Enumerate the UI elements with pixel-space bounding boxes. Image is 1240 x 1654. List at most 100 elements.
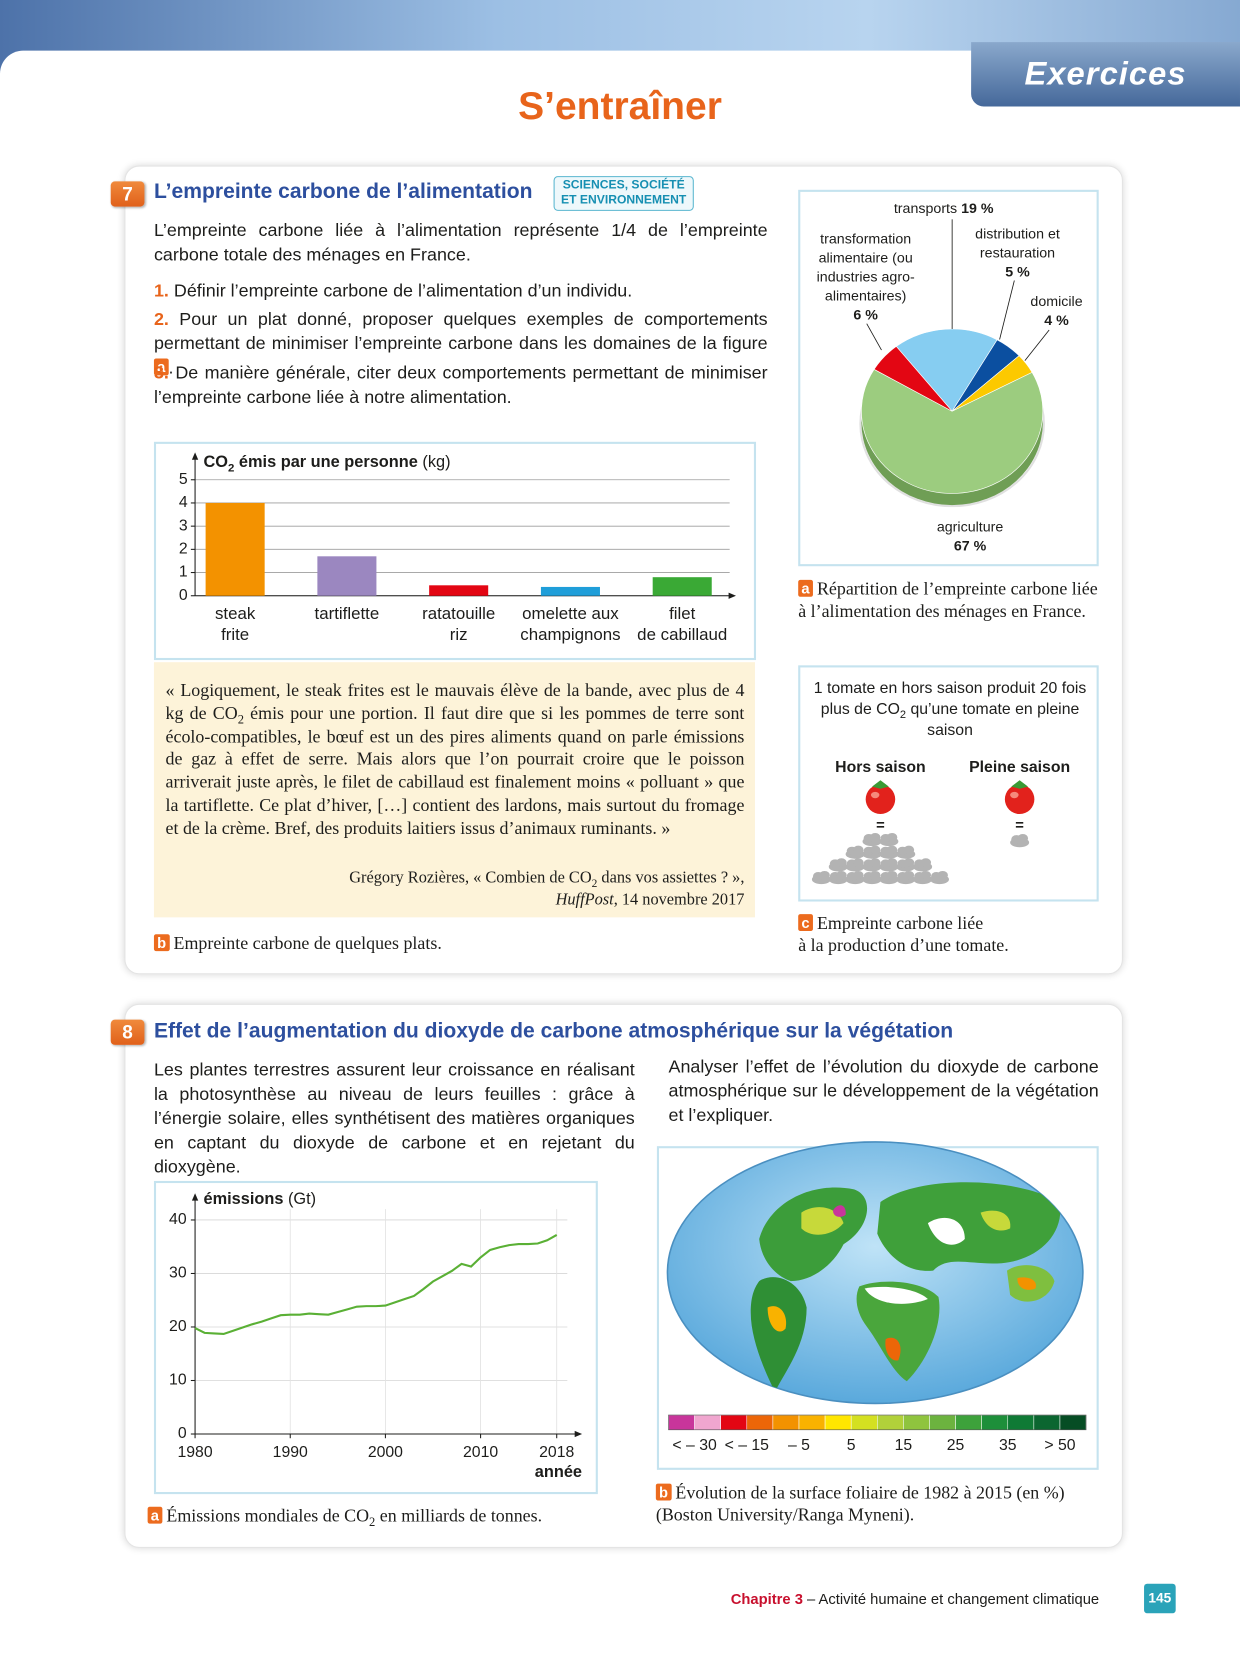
tomato-text-part: 1 tomate en hors saison produit 20 fois …	[813, 679, 1087, 719]
equals-sign: =	[1015, 816, 1024, 833]
pie-label-value: 19 %	[961, 200, 994, 217]
question-text: De manière générale, citer deux comporte…	[153, 362, 768, 408]
y-axis-label-main: CO2 émis par une personne	[203, 453, 418, 474]
pie-label-name: domicile	[1030, 293, 1083, 309]
scale-cell	[929, 1414, 956, 1431]
tomato-label: Hors saison	[835, 758, 926, 777]
co2-cloud	[869, 870, 881, 880]
scale-cell	[1059, 1414, 1087, 1431]
co2-cloud	[903, 858, 915, 867]
tomato	[865, 784, 896, 815]
subscript: 2	[369, 1514, 376, 1530]
pie-label-value: 67 %	[953, 537, 987, 554]
scale-label: 25	[947, 1437, 965, 1454]
caption: a Émissions mondiales de CO2 en milliards…	[147, 1505, 543, 1530]
quote-text: « Logiquement, le steak frites est le ma…	[165, 680, 745, 724]
caption: b Évolution de la surface foliaire de 198…	[655, 1481, 1065, 1525]
equals-sign: =	[876, 816, 885, 833]
tag-line: ET ENVIRONNEMENT	[561, 194, 687, 207]
x-tick-label: ratatouille riz	[422, 605, 496, 645]
pie-label: transports 19 %	[865, 199, 1023, 218]
tomato-label: Pleine saison	[969, 758, 1071, 777]
quote: « Logiquement, le steak frites est le ma…	[166, 679, 745, 840]
bar	[652, 577, 712, 596]
x-tick-label: 2000	[368, 1444, 403, 1461]
scale-label: 15	[895, 1437, 913, 1454]
x-tick-label: omelette aux champignons	[520, 605, 621, 645]
y-axis-label-text: CO	[203, 453, 229, 472]
leader-line	[999, 280, 1015, 340]
caption-letter: b	[655, 1483, 672, 1501]
pie-label-value: 6 %	[853, 306, 878, 323]
page-number: 145	[1144, 1583, 1176, 1614]
scale-cell	[720, 1414, 748, 1431]
quote-text: émis pour une portion. Il faut dire que …	[165, 703, 745, 839]
caption: c Empreinte carbone liée à la production …	[798, 912, 1009, 956]
y-tick-label: 4	[179, 494, 188, 511]
co2-cloud	[886, 870, 898, 880]
co2-cloud	[903, 845, 915, 855]
y-tick-label: 3	[179, 517, 188, 534]
caption-letter: a	[147, 1506, 163, 1524]
co2-cloud	[836, 858, 847, 867]
y-tick-label: 30	[169, 1265, 187, 1282]
tomato-leaf	[872, 780, 889, 789]
bar	[540, 586, 600, 596]
scale-cell	[772, 1414, 800, 1431]
question: 3. De manière générale, citer deux compo…	[154, 361, 768, 410]
scale-frame	[668, 1414, 1087, 1431]
tomato-text-part: qu’une tomate en pleine saison	[906, 700, 1080, 740]
scale-cell	[903, 1414, 930, 1431]
pie-label: agriculture 67 %	[907, 518, 1034, 556]
pie-slice	[895, 328, 998, 412]
tag-line: SCIENCES, SOCIÉTÉ	[562, 179, 685, 192]
tab-label: Exercices	[1024, 54, 1187, 92]
citation-date: , 14 novembre 2017	[613, 890, 745, 909]
co2-cloud	[937, 870, 948, 880]
data-line	[194, 1234, 558, 1336]
caption-text: Empreinte carbone liée à la production d…	[798, 913, 1009, 956]
tomato-leaf	[1011, 780, 1029, 789]
x-axis-label: année	[534, 1463, 583, 1482]
scale-cell	[877, 1414, 904, 1431]
caption: a Répartition de l’empreinte carbone liée…	[798, 578, 1099, 622]
co2-cloud	[886, 832, 898, 842]
co2-cloud	[869, 858, 881, 867]
tomato-highlight	[870, 791, 880, 799]
caption-text: Évolution de la surface foliaire de 1982…	[655, 1482, 1065, 1525]
subscript: 2	[237, 711, 244, 727]
x-tick-label: 1990	[273, 1444, 308, 1461]
y-tick-label: 1	[179, 564, 188, 581]
subscript: 2	[591, 877, 598, 891]
scale-cell	[798, 1414, 826, 1431]
scale-label: < – 15	[725, 1437, 770, 1454]
citation: Grégory Rozières, « Combien de CO2 dans …	[166, 867, 745, 911]
x-tick-label: 2010	[463, 1444, 498, 1461]
pie-label-name: agriculture	[936, 518, 1004, 535]
figure-ref: a	[153, 358, 169, 376]
pie-label-value: 5 %	[1005, 263, 1030, 280]
y-tick-label: 0	[179, 587, 188, 604]
tomato-text: 1 tomate en hors saison produit 20 fois …	[812, 678, 1088, 741]
co2-cloud	[819, 870, 830, 880]
scale-cell	[824, 1414, 852, 1431]
pie-label-name: transports	[893, 200, 958, 217]
caption: b Empreinte carbone de quelques plats.	[153, 932, 442, 954]
intro: L’empreinte carbone liée à l’alimentatio…	[153, 220, 768, 265]
caption-text: en milliards de tonnes.	[375, 1505, 543, 1526]
leader-line	[866, 323, 882, 351]
question-end: .	[168, 357, 174, 378]
co2-cloud	[920, 870, 932, 880]
co2-cloud	[836, 870, 847, 880]
co2-cloud	[869, 832, 881, 842]
caption-text: Empreinte carbone de quelques plats.	[173, 933, 442, 954]
scale-label: < – 30	[672, 1437, 717, 1454]
pie-label-name: transformation alimentaire (ou industrie…	[816, 230, 915, 304]
co2-cloud	[903, 870, 915, 880]
pie-slice	[873, 345, 953, 412]
question-number: 1.	[153, 280, 169, 301]
question: 2. Pour un plat donné, proposer quelques…	[153, 307, 768, 380]
bar	[205, 502, 265, 596]
co2-cloud	[853, 845, 864, 855]
